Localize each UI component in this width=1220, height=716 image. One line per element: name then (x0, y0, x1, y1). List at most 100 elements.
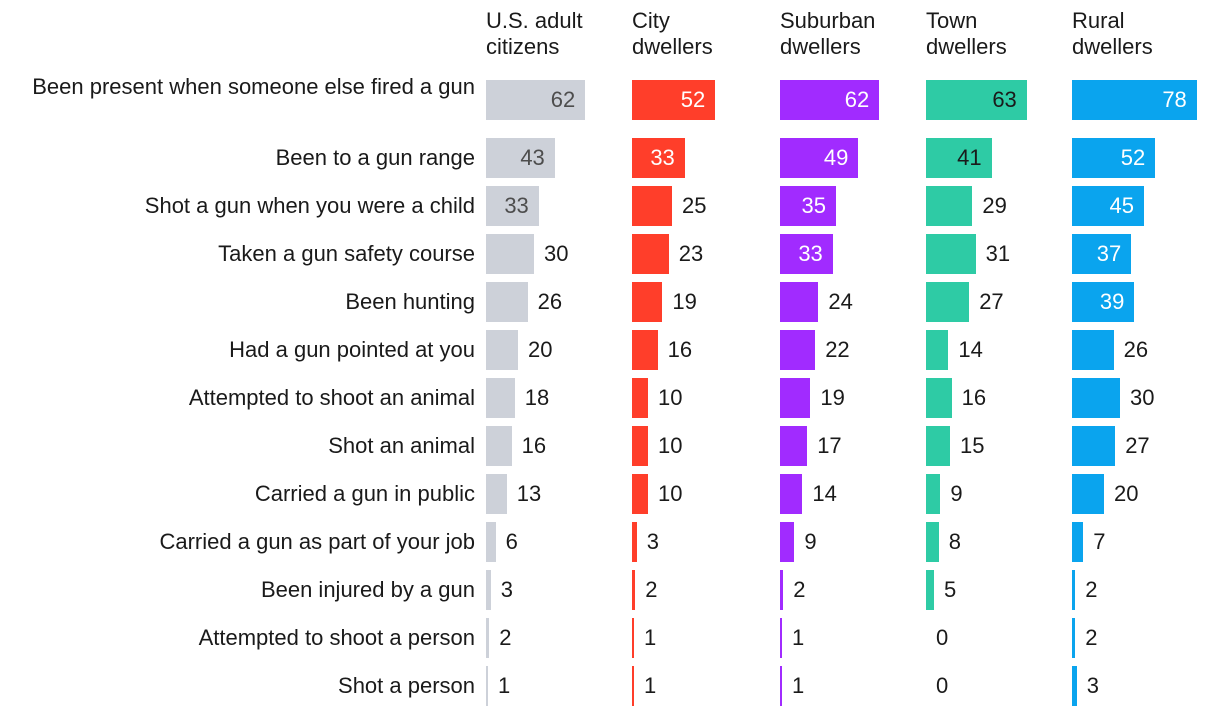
value-label-series-4-row-1: 52 (1120, 145, 1146, 170)
row-label-10: Been injured by a gun (260, 577, 475, 602)
value-label-series-0-row-12: 1 (498, 673, 511, 698)
bar-series-0-row-10 (486, 570, 491, 610)
value-label-series-2-row-5: 22 (825, 337, 850, 362)
bar-series-2-row-4 (780, 282, 819, 322)
value-label-series-1-row-8: 10 (658, 481, 683, 506)
row-label-3: Taken a gun safety course (218, 241, 475, 266)
bar-series-4-row-10 (1072, 570, 1076, 610)
bar-series-1-row-11 (632, 618, 634, 658)
bar-series-3-row-9 (926, 522, 939, 562)
bar-series-4-row-9 (1072, 522, 1084, 562)
value-label-series-3-row-6: 16 (961, 385, 987, 410)
value-label-series-4-row-0: 78 (1162, 87, 1187, 112)
bar-series-0-row-8 (486, 474, 507, 514)
value-label-series-1-row-0: 52 (680, 87, 706, 112)
value-label-series-4-row-12: 3 (1086, 673, 1100, 698)
row-label-4: Been hunting (345, 289, 475, 314)
value-label-series-0-row-8: 13 (516, 481, 542, 506)
bar-series-2-row-9 (780, 522, 795, 562)
value-label-series-3-row-3: 31 (985, 241, 1011, 266)
bar-series-1-row-5 (632, 330, 658, 370)
value-label-series-3-row-7: 15 (960, 433, 985, 458)
bar-series-2-row-6 (780, 378, 811, 418)
value-label-series-2-row-3: 33 (798, 241, 823, 266)
bar-series-1-row-10 (632, 570, 636, 610)
value-label-series-4-row-10: 2 (1085, 577, 1098, 602)
value-label-series-0-row-10: 3 (500, 577, 514, 602)
column-header-4: Rural dwellers (1072, 8, 1153, 59)
bar-series-4-row-1 (1072, 138, 1156, 178)
value-label-series-0-row-1: 43 (520, 145, 545, 170)
bar-series-0-row-6 (486, 378, 515, 418)
bar-series-4-row-12 (1072, 666, 1077, 706)
row-label-6: Attempted to shoot an animal (188, 385, 475, 410)
bar-series-1-row-9 (632, 522, 637, 562)
value-label-series-3-row-2: 29 (982, 193, 1007, 218)
value-label-series-2-row-9: 9 (804, 529, 817, 554)
bar-series-4-row-5 (1072, 330, 1114, 370)
value-label-series-3-row-1: 41 (957, 145, 982, 170)
value-label-series-0-row-5: 20 (528, 337, 553, 362)
value-label-series-4-row-5: 26 (1123, 337, 1149, 362)
bar-series-0-row-7 (486, 426, 512, 466)
bar-series-1-row-12 (632, 666, 634, 706)
value-label-series-3-row-8: 9 (950, 481, 963, 506)
value-label-series-3-row-4: 27 (979, 289, 1004, 314)
bar-series-1-row-8 (632, 474, 648, 514)
bar-series-1-row-3 (632, 234, 669, 274)
bar-series-2-row-10 (780, 570, 784, 610)
value-label-series-0-row-7: 16 (521, 433, 547, 458)
bar-series-1-row-1 (632, 138, 685, 178)
value-label-series-3-row-12: 0 (936, 673, 949, 698)
bar-series-4-row-6 (1072, 378, 1120, 418)
value-label-series-3-row-11: 0 (936, 625, 949, 650)
bar-series-4-row-7 (1072, 426, 1116, 466)
bar-series-1-row-6 (632, 378, 648, 418)
bar-series-3-row-5 (926, 330, 949, 370)
value-label-series-4-row-2: 45 (1109, 193, 1134, 218)
bar-series-0-row-11 (486, 618, 490, 658)
value-label-series-2-row-8: 14 (812, 481, 837, 506)
value-label-series-2-row-11: 1 (792, 625, 805, 650)
value-label-series-2-row-1: 49 (823, 145, 849, 170)
row-label-11: Attempted to shoot a person (198, 625, 475, 650)
bar-series-3-row-7 (926, 426, 950, 466)
value-label-series-1-row-4: 19 (672, 289, 697, 314)
value-label-series-0-row-3: 30 (544, 241, 569, 266)
value-label-series-0-row-2: 33 (504, 193, 529, 218)
column-header-0: U.S. adult citizens (486, 8, 583, 59)
value-label-series-0-row-0: 62 (550, 87, 576, 112)
bar-series-1-row-2 (632, 186, 672, 226)
value-label-series-0-row-4: 26 (537, 289, 563, 314)
column-header-2: Suburban dwellers (780, 8, 876, 59)
value-label-series-2-row-10: 2 (793, 577, 806, 602)
bar-series-0-row-2 (486, 186, 539, 226)
value-label-series-2-row-12: 1 (792, 673, 805, 698)
bar-series-0-row-9 (486, 522, 496, 562)
bar-series-0-row-0 (486, 80, 586, 120)
row-label-5: Had a gun pointed at you (229, 337, 475, 362)
value-label-series-1-row-9: 3 (646, 529, 660, 554)
value-label-series-1-row-10: 2 (645, 577, 658, 602)
value-label-series-4-row-8: 20 (1114, 481, 1139, 506)
bar-series-2-row-1 (780, 138, 859, 178)
bar-series-0-row-1 (486, 138, 555, 178)
bar-series-0-row-3 (486, 234, 534, 274)
value-label-series-3-row-10: 5 (944, 577, 957, 602)
value-label-series-0-row-6: 18 (524, 385, 550, 410)
bar-series-3-row-3 (926, 234, 976, 274)
value-label-series-1-row-6: 10 (658, 385, 683, 410)
value-label-series-1-row-1: 33 (650, 145, 675, 170)
row-label-9: Carried a gun as part of your job (159, 529, 475, 554)
bar-series-2-row-2 (780, 186, 836, 226)
row-label-1: Been to a gun range (275, 145, 475, 170)
value-label-series-2-row-7: 17 (817, 433, 842, 458)
row-label-7: Shot an animal (328, 433, 475, 458)
bar-series-3-row-0 (926, 80, 1027, 120)
column-header-3: Town dwellers (926, 8, 1007, 59)
bar-series-4-row-8 (1072, 474, 1104, 514)
bar-series-3-row-4 (926, 282, 970, 322)
value-label-series-1-row-12: 1 (644, 673, 657, 698)
value-label-series-1-row-2: 25 (682, 193, 707, 218)
bar-series-4-row-0 (1072, 80, 1197, 120)
